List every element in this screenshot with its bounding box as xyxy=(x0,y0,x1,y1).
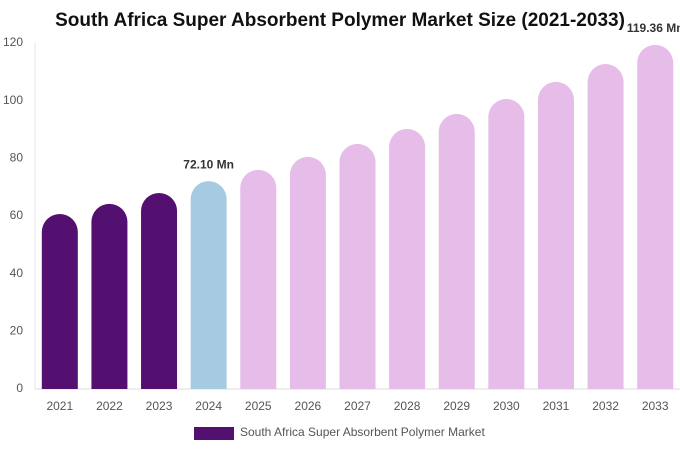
y-tick-label: 80 xyxy=(10,151,24,165)
x-tick-label: 2026 xyxy=(295,399,322,413)
legend-swatch xyxy=(194,427,234,440)
x-tick-label: 2024 xyxy=(195,399,222,413)
bar xyxy=(339,143,376,389)
y-tick-label: 60 xyxy=(10,208,24,222)
y-tick-label: 20 xyxy=(10,324,24,338)
x-tick-label: 2032 xyxy=(592,399,619,413)
y-tick-label: 100 xyxy=(3,93,23,107)
x-tick-label: 2029 xyxy=(443,399,470,413)
bar xyxy=(240,169,277,389)
bar xyxy=(91,203,128,389)
bar xyxy=(488,98,525,390)
y-tick-label: 40 xyxy=(10,266,24,280)
value-label: 119.36 Mn xyxy=(627,21,680,35)
x-tick-label: 2022 xyxy=(96,399,123,413)
bar xyxy=(289,156,326,389)
bar xyxy=(190,181,227,389)
x-tick-label: 2021 xyxy=(46,399,73,413)
x-tick-label: 2028 xyxy=(394,399,421,413)
x-tick-label: 2025 xyxy=(245,399,272,413)
y-tick-label: 120 xyxy=(3,35,23,49)
x-tick-label: 2033 xyxy=(642,399,669,413)
x-tick-label: 2023 xyxy=(146,399,173,413)
x-tick-label: 2031 xyxy=(543,399,570,413)
bar xyxy=(537,81,574,390)
legend-label: South Africa Super Absorbent Polymer Mar… xyxy=(240,425,485,439)
bar xyxy=(438,113,475,389)
bar xyxy=(389,128,426,389)
bar xyxy=(587,64,624,389)
value-label: 72.10 Mn xyxy=(183,157,234,171)
x-tick-label: 2027 xyxy=(344,399,371,413)
bar xyxy=(141,192,178,389)
chart-title: South Africa Super Absorbent Polymer Mar… xyxy=(55,10,625,31)
bar xyxy=(637,44,674,389)
bar xyxy=(41,213,78,389)
y-tick-label: 0 xyxy=(16,381,23,395)
x-tick-label: 2030 xyxy=(493,399,520,413)
